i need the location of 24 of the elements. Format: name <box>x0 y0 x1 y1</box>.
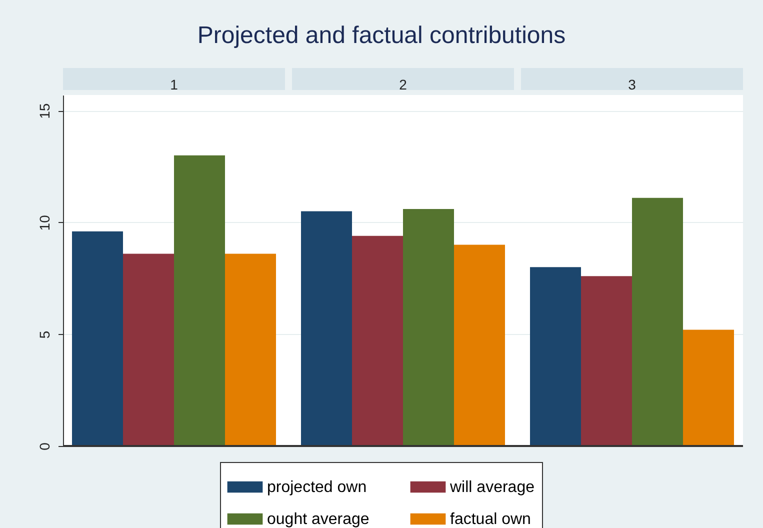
bar <box>174 155 225 446</box>
legend-label: projected own <box>267 479 367 496</box>
x-tick-label: 3 <box>628 76 636 92</box>
bar <box>301 211 352 446</box>
y-tick-label: 15 <box>36 103 52 119</box>
bar <box>352 236 403 446</box>
bar <box>530 267 581 446</box>
bar <box>632 198 683 446</box>
x-tick-label: 1 <box>170 76 178 92</box>
y-tick-label: 10 <box>36 214 52 231</box>
bar <box>403 209 454 446</box>
bar <box>454 244 505 446</box>
chart-title: Projected and factual contributions <box>196 22 567 50</box>
bar <box>225 254 276 446</box>
y-tick-label: 0 <box>36 442 52 450</box>
y-tick-label: 5 <box>36 330 52 339</box>
legend-label: ought average <box>267 511 370 528</box>
bar <box>683 330 734 446</box>
bar <box>581 276 632 446</box>
x-tick-label: 2 <box>399 76 408 92</box>
bar <box>72 231 123 446</box>
legend-label: factual own <box>450 511 531 528</box>
bar <box>123 254 174 446</box>
legend-label: will average <box>449 479 535 496</box>
